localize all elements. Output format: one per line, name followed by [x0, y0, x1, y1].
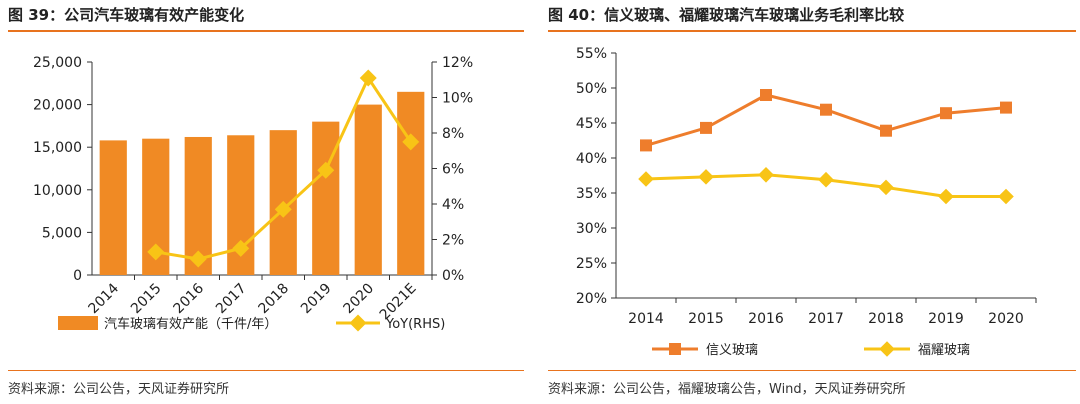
right-chart-title: 图 40：信义玻璃、福耀玻璃汽车玻璃业务毛利率比较	[548, 6, 905, 24]
series-point-fuyao	[698, 169, 714, 185]
right-chart-panel: 图 40：信义玻璃、福耀玻璃汽车玻璃业务毛利率比较 20% 25% 30% 35% 40…	[540, 0, 1080, 404]
legend-swatch-capacity	[58, 316, 98, 330]
series-point-fuyao	[818, 171, 834, 188]
x-tick-label: 2015	[688, 311, 724, 327]
series-line-xinyi	[645, 93, 1007, 147]
x-tick-label: 2018	[256, 281, 293, 318]
series-point-xinyi	[820, 103, 832, 116]
y-tick-label: 40%	[576, 151, 607, 167]
y2-tick-label: 0%	[442, 268, 464, 284]
capacity-bar	[354, 104, 382, 275]
y2-tick-label: 6%	[442, 162, 464, 178]
yoy-point	[147, 243, 165, 261]
left-title-rule	[8, 30, 524, 32]
y2-tick-label: 8%	[442, 126, 464, 142]
yoy-point	[317, 161, 335, 179]
y-tick-label: 25,000	[33, 55, 82, 71]
legend-swatch-yoy-marker	[349, 314, 367, 332]
y-tick-label: 20,000	[33, 98, 82, 114]
x-tick-label: 2016	[748, 311, 784, 327]
series-point-xinyi	[700, 121, 712, 134]
y-tick-label: 45%	[576, 116, 607, 132]
y-tick-label: 50%	[576, 81, 607, 97]
y-tick-label: 15,000	[33, 140, 82, 156]
left-chart-title: 图 39：公司汽车玻璃有效产能变化	[8, 6, 245, 24]
series-point-fuyao	[878, 179, 894, 196]
series-point-xinyi	[940, 107, 952, 120]
capacity-bar	[397, 91, 425, 275]
y2-tick-label: 2%	[442, 233, 464, 249]
legend-swatch-marker-xinyi	[669, 343, 681, 355]
x-tick-label: 2014	[86, 280, 123, 317]
series-point-xinyi	[880, 124, 892, 137]
left-chart-source: 资料来源：公司公告，天风证券研究所	[8, 382, 230, 397]
y2-tick-label: 10%	[442, 91, 473, 107]
right-bottom-rule	[548, 370, 1076, 371]
legend-swatch-marker-fuyao	[879, 341, 895, 357]
x-tick-label: 2019	[928, 311, 964, 327]
x-tick-label: 2014	[628, 311, 664, 327]
y-tick-label: 35%	[576, 186, 607, 202]
x-tick-label: 2017	[808, 311, 844, 327]
right-title-rule	[548, 30, 1076, 32]
legend-label-fuyao: 福耀玻璃	[918, 343, 970, 358]
x-tick-label: 2015	[128, 281, 165, 318]
right-chart-svg: 20% 25% 30% 35% 40% 45% 50% 55% 2014 2015 2016 2017…	[576, 46, 1037, 358]
capacity-bar	[312, 121, 340, 275]
y-tick-label: 25%	[576, 256, 607, 272]
y-tick-label: 5,000	[42, 225, 82, 241]
series-point-fuyao	[998, 188, 1014, 205]
right-chart-source: 资料来源：公司公告，福耀玻璃公告，Wind，天风证券研究所	[548, 382, 906, 397]
left-chart-svg: 0 5,000 10,000 15,000 20,000 25,000 0% 2% 4% 6% 8%…	[33, 55, 473, 332]
y-tick-label: 10,000	[33, 183, 82, 199]
y-tick-label: 0	[73, 268, 82, 284]
y2-tick-label: 12%	[442, 55, 473, 71]
left-chart-panel: 图 39：公司汽车玻璃有效产能变化 0 5,000 10,000 15,000 20,0…	[0, 0, 528, 404]
legend-label-yoy: YoY(RHS)	[385, 317, 445, 332]
x-tick-label: 2020	[341, 281, 378, 318]
yoy-point	[274, 200, 292, 218]
x-tick-label: 2017	[213, 281, 250, 318]
series-point-xinyi	[1000, 101, 1012, 114]
x-tick-label: 2016	[171, 280, 208, 317]
x-tick-label: 2019	[298, 281, 335, 318]
yoy-point	[359, 69, 377, 87]
yoy-point	[232, 239, 250, 257]
x-tick-label: 2020	[988, 311, 1024, 327]
left-bottom-rule	[8, 370, 524, 371]
series-point-xinyi	[640, 139, 652, 152]
series-point-fuyao	[758, 167, 774, 183]
series-point-fuyao	[638, 171, 654, 187]
series-point-xinyi	[760, 89, 772, 101]
x-tick-label: 2018	[868, 311, 904, 327]
yoy-point	[189, 250, 207, 268]
legend-label-xinyi: 信义玻璃	[706, 343, 758, 358]
y-tick-label: 30%	[576, 221, 607, 237]
y-tick-label: 20%	[576, 291, 607, 307]
y-tick-label: 55%	[576, 46, 607, 62]
legend-label-capacity: 汽车玻璃有效产能（千件/年）	[104, 316, 277, 332]
y2-tick-label: 4%	[442, 197, 464, 213]
series-point-fuyao	[938, 188, 954, 205]
capacity-bar	[99, 140, 127, 275]
